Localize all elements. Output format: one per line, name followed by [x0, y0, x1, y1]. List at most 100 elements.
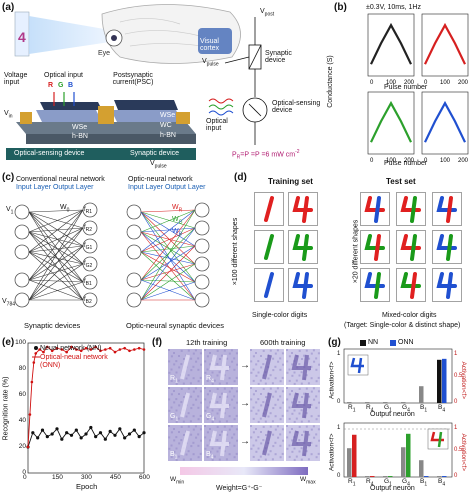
panel-b-header: ±0.3V, 10ms, 1Hz [366, 4, 421, 11]
digit-thumbnail [432, 192, 462, 226]
panel-e-point-nn [65, 431, 69, 435]
synapse-line [28, 231, 84, 301]
panel-e-point-onn [28, 413, 32, 416]
panel-g-category: B4 [438, 478, 446, 488]
panel-e-point-nn [127, 432, 132, 436]
synapse-line [28, 251, 84, 301]
synapse-line [140, 209, 196, 253]
synapse-line [140, 231, 196, 247]
panel-d-caption-right: Mixed-color digits [382, 312, 437, 319]
circuit-power-spec: PR=P =P =6 mW cm-2 [232, 149, 300, 161]
synapse-line [140, 279, 196, 283]
panel-e-point-nn [79, 436, 83, 440]
digit-thumbnail [432, 230, 462, 264]
panel-b-tick: 100 [386, 158, 397, 164]
panel-c: (c) Conventional neural network Input La… [0, 170, 230, 330]
output-neuron [194, 292, 210, 308]
panel-e-point-onn [65, 350, 68, 354]
panel-c-footer-right: Optic-neural synaptic devices [126, 321, 224, 330]
panel-g-bar [352, 434, 357, 477]
panel-d-right-axis: ×20 different shapes [352, 219, 360, 284]
panel-g-legend-onn: ONN [398, 339, 414, 346]
weight-map-tile [250, 425, 284, 461]
panel-f-wmin: Wmin [170, 476, 185, 486]
optical-input-label: Optical input [44, 72, 83, 79]
panel-e-series-line [27, 346, 145, 448]
circuit-diagram [208, 17, 268, 145]
panel-e-legend-onn-2: (ONN) [40, 362, 61, 369]
inset-digit-stroke [437, 431, 443, 448]
panel-e-point-onn [42, 350, 45, 354]
panel-g-xlabel-top: Output neuron [370, 411, 415, 418]
panel-b-series-line [424, 22, 466, 65]
panel-g-ytick-right: 0 [454, 399, 458, 405]
input-neuron [126, 272, 142, 288]
legend-swatch-nn [360, 340, 366, 346]
panel-e-point-onn [123, 346, 126, 350]
panel-g-bar [437, 359, 442, 403]
panel-e-point-nn [118, 427, 122, 431]
synapse-line [140, 263, 196, 281]
weight-map-tile [204, 425, 238, 461]
panel-e-point-nn [74, 428, 78, 432]
panel-e-ytick: 80 [18, 365, 26, 372]
panel-e-legend-nn: Neual network (NN) [40, 345, 102, 352]
panel-c-output-label: fR2 [84, 225, 93, 234]
synapse-line [28, 231, 84, 247]
synapse-line [28, 209, 84, 301]
panel-d-training-title: Training set [268, 177, 313, 186]
synapse-line [140, 245, 196, 301]
panel-c-footer-left: Synaptic devices [24, 321, 81, 330]
panel-g-frame [343, 422, 453, 478]
digit-thumbnail [254, 268, 284, 302]
panel-g-bar [419, 386, 424, 403]
panel-d-left-axis: ×100 different shapes [232, 217, 240, 286]
synapse-line [28, 263, 84, 301]
panel-e-point-nn [132, 428, 136, 432]
panel-e-xtick: 450 [110, 474, 121, 481]
panel-e-legend-onn-1: Optical-neual network [40, 354, 108, 361]
panel-g-bar [401, 447, 406, 477]
panel-g-bar [401, 402, 406, 403]
arrow-icon: → [240, 436, 250, 447]
panel-c-label: (c) [2, 172, 15, 183]
synapse-line [140, 227, 196, 301]
panel-e-point-onn [99, 349, 102, 353]
synapse-line [140, 231, 196, 301]
layer-wc-right: WC [160, 122, 172, 129]
digit-thumbnail [288, 268, 318, 302]
panel-g-ytick: 1 [337, 425, 341, 431]
psc-label: Postsynaptic current(PSC) [112, 72, 154, 86]
panel-b-tick: 100 [386, 80, 397, 86]
panel-b-tick: 0 [370, 158, 374, 164]
vin-label: Vin [4, 110, 13, 120]
layer-hbn-left: h-BN [72, 133, 88, 140]
panel-b: (b) ±0.3V, 10ms, 1Hz Conductance (S) Pul… [327, 0, 474, 168]
panel-g-label: (g) [328, 337, 341, 348]
panel-b-tick: 0 [424, 158, 428, 164]
input-neuron [126, 244, 142, 260]
panel-b-tick: 0 [424, 80, 428, 86]
synapse-line [28, 231, 84, 283]
panel-e-point-nn [55, 427, 59, 431]
panel-c-networks [14, 202, 210, 308]
panel-c-output-label: fG1 [84, 243, 93, 252]
panel-g-ylabel-left-bottom: Activation<f> [328, 433, 336, 472]
input-neuron [14, 224, 30, 240]
panel-e-point-onn [104, 348, 107, 351]
synapse-line [140, 209, 196, 281]
panel-e-point-onn [79, 349, 83, 353]
panel-e-xtick: 0 [23, 474, 27, 481]
panel-d-label: (d) [234, 172, 247, 183]
input-neuron [14, 204, 30, 220]
voltage-input-label: Voltage input [4, 72, 28, 86]
panel-b-frame [367, 91, 415, 155]
panel-c-title-left: Conventional neural network [16, 176, 105, 183]
input-neuron [14, 244, 30, 260]
synapse-line [28, 227, 84, 281]
weight-map-tile [204, 387, 238, 423]
panel-c-output-label: fG2 [84, 261, 93, 270]
synapse-line [140, 263, 196, 301]
panel-g-category: G4 [402, 478, 410, 488]
synapse-line [28, 227, 84, 233]
